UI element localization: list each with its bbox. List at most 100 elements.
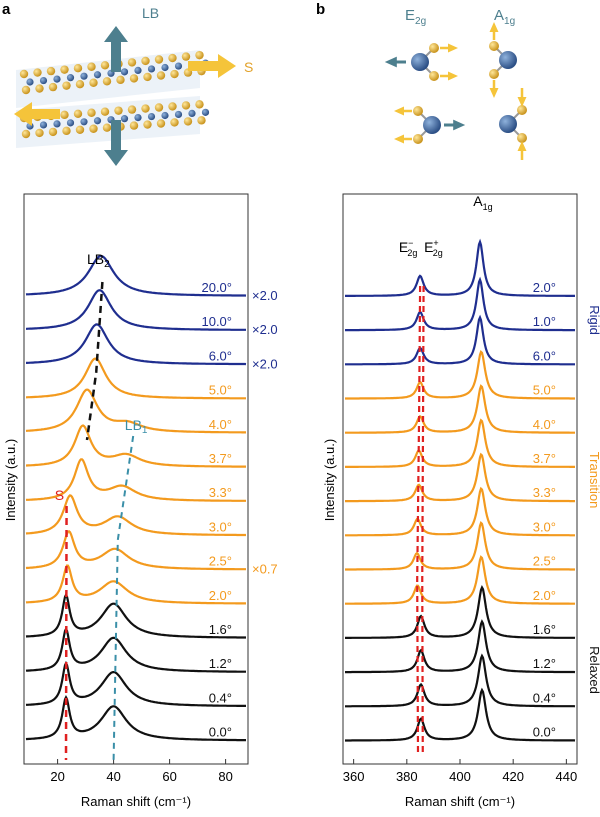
metal-atom [53, 120, 61, 128]
sulfur-atom [517, 133, 527, 143]
sulfur-atom [75, 125, 85, 134]
spectrum-line [25, 592, 246, 639]
sulfur-atom [60, 110, 69, 120]
sulfur-atom [48, 127, 58, 137]
scale-factor-label: ×0.7 [252, 562, 278, 577]
sulfur-atom [35, 128, 44, 138]
metal-atom [53, 75, 61, 83]
chart-a-ylabel: Intensity (a.u.) [3, 439, 18, 521]
sulfur-atom [156, 119, 166, 128]
sulfur-atom [141, 56, 150, 66]
angle-label: 1.2° [209, 656, 232, 671]
lb2-guide-line [85, 281, 104, 441]
angle-label: 3.7° [533, 451, 556, 466]
spectrum-line [345, 276, 575, 332]
spectrum-line [26, 424, 246, 468]
angle-label: 4.0° [533, 417, 556, 432]
metal-atom [188, 109, 196, 117]
metal-atom [134, 66, 142, 74]
sulfur-atom [21, 129, 31, 139]
metal-atom [66, 119, 75, 127]
sulfur-atom [413, 106, 423, 116]
metal-atom [423, 116, 441, 134]
s-guide-line [64, 505, 68, 761]
sulfur-atom [143, 72, 152, 82]
spectrum-line [345, 619, 576, 674]
sulfur-atom [183, 117, 193, 126]
metal-atom [39, 76, 48, 85]
angle-label: 5.0° [533, 383, 556, 398]
metal-atom [66, 74, 75, 82]
spectrum-line [345, 418, 575, 468]
metal-atom [93, 71, 102, 79]
x-tick-label: 380 [396, 769, 418, 784]
sulfur-atom [429, 43, 439, 53]
angle-label: 3.7° [209, 451, 232, 466]
metal-atom [26, 78, 34, 86]
angle-label: 1.6° [209, 622, 232, 637]
spectrum-line [25, 458, 246, 502]
sulfur-atom [197, 116, 206, 125]
spectrum-line [345, 555, 575, 605]
e2g-plus-guide-line [421, 285, 425, 753]
spectrum-line [345, 653, 576, 708]
angle-label: 2.0° [533, 588, 556, 603]
spectrum-line [26, 357, 246, 400]
sulfur-atom [102, 123, 112, 132]
spectrum-line [345, 584, 576, 639]
sulfur-atom [114, 106, 123, 115]
chart-b: 2.0° 1.0° 6.0° 5.0° 4.0° 3.7° 3.3° 3.0° 2.5° 2.0°… [343, 193, 577, 784]
sulfur-atom [100, 107, 110, 116]
group-label-rigid: Rigid [587, 305, 600, 335]
angle-label: 5.0° [209, 383, 232, 398]
sulfur-atom [129, 121, 139, 130]
x-tick-label: 440 [556, 769, 578, 784]
group-label-transition: Transition [587, 452, 600, 509]
spectrum-line [25, 564, 246, 605]
s-arrow-left-icon [14, 102, 60, 126]
x-tick-label: 420 [502, 769, 524, 784]
sulfur-atom [21, 85, 31, 95]
spectrum-line [25, 660, 246, 707]
spectrum-line [26, 323, 247, 366]
scale-factor-label: ×2.0 [252, 356, 278, 371]
metal-atom [147, 112, 156, 121]
mode-schematic: E2g A1g [384, 7, 527, 160]
e2g-plus-annotation: E+ 2g [424, 238, 443, 258]
angle-label: 3.0° [533, 519, 556, 534]
sulfur-atom [100, 61, 110, 70]
lb-label: LB [142, 5, 159, 21]
angle-label: 2.5° [533, 554, 556, 569]
spectrum-line [26, 289, 246, 331]
spectrum-line [25, 529, 246, 571]
chart-a-xlabel: Raman shift (cm⁻¹) [81, 794, 191, 809]
sulfur-atom [62, 126, 71, 136]
panel-label-b: b [316, 1, 325, 18]
metal-atom [499, 115, 517, 133]
x-tick-label: 80 [218, 769, 232, 784]
sulfur-atom [141, 104, 150, 113]
metal-atom [161, 111, 169, 120]
angle-label: 10.0° [201, 314, 232, 329]
arrow-head-icon [517, 141, 527, 151]
chart-a: 20.0° ×2.0 10.0° ×2.0 6.0° ×2.0 5.0° 4.0° 3.7° 3.… [25, 251, 278, 784]
spectrum-line [25, 626, 246, 673]
a1g-annotation: A1g [473, 193, 492, 212]
spectrum-line [345, 384, 575, 434]
angle-label: 20.0° [201, 280, 232, 295]
angle-label: 0.4° [209, 690, 232, 705]
spectrum-line [25, 254, 247, 297]
scale-factor-label: ×2.0 [252, 322, 278, 337]
spectrum-line [345, 520, 575, 571]
angle-label: 3.3° [533, 485, 556, 500]
arrow-head-icon [384, 56, 397, 68]
spectrum-line [345, 687, 576, 742]
x-tick-label: 60 [162, 769, 176, 784]
s-arrow-right-icon [188, 54, 236, 78]
spectrum-line [25, 695, 246, 742]
arrow-head-icon [489, 88, 499, 98]
sulfur-atom [413, 134, 423, 144]
sulfur-atom [181, 101, 191, 110]
s-annotation: S [55, 487, 64, 503]
chart-b-ylabel: Intensity (a.u.) [322, 439, 337, 521]
